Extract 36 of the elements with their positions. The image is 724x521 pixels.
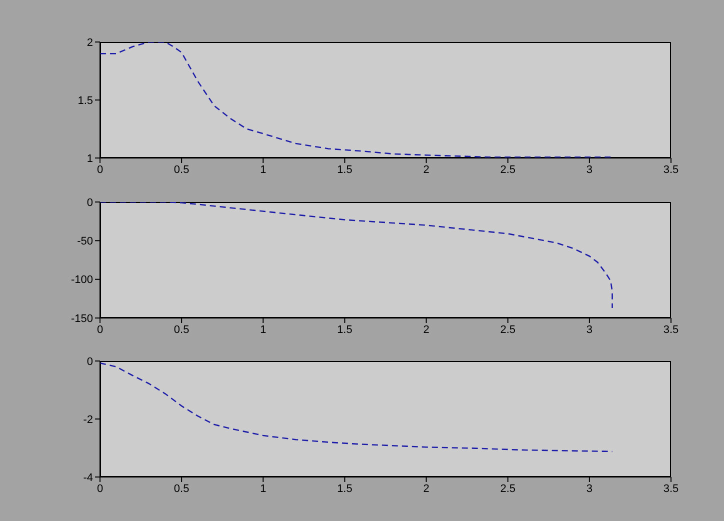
x-tick-label: 0 (96, 164, 104, 176)
x-tick-label: 3.5 (663, 482, 679, 495)
x-tick-label: 1 (260, 482, 266, 495)
y-tick-label: -2 (83, 414, 93, 426)
y-tick-label: -50 (77, 236, 93, 248)
x-tick-label: 3 (586, 164, 592, 176)
x-tick-label: 3.5 (663, 164, 679, 176)
x-tick-label: 2 (423, 482, 430, 495)
y-tick-label: -100 (70, 274, 93, 286)
y-tick-label: 0 (86, 196, 93, 209)
x-tick-label: 0 (96, 324, 104, 336)
x-tick-label: 2.5 (500, 482, 516, 495)
y-tick-label: 0 (86, 356, 93, 368)
x-tick-label: 1.5 (337, 482, 352, 495)
y-tick-label: 1.5 (78, 94, 93, 107)
x-tick-label: 3.5 (663, 324, 679, 336)
x-tick-label: 1 (260, 164, 266, 176)
x-tick-label: 2 (423, 164, 430, 176)
x-tick-label: 0.5 (174, 164, 190, 176)
x-tick-label: 1.5 (337, 324, 352, 336)
x-tick-label: 2.5 (500, 324, 516, 336)
y-tick-label: 1 (86, 152, 93, 165)
x-tick-label: 1.5 (337, 164, 352, 176)
y-tick-label: 2 (86, 36, 93, 49)
x-tick-label: 0.5 (174, 324, 190, 336)
line-series (100, 362, 613, 452)
x-tick-label: 1 (260, 324, 266, 336)
x-tick-label: 0.5 (174, 482, 190, 495)
x-tick-label: 3 (586, 324, 592, 336)
x-tick-label: 2.5 (500, 164, 516, 176)
line-series (100, 202, 613, 309)
x-tick-label: 0 (96, 482, 104, 495)
y-tick-label: -4 (83, 472, 93, 484)
x-tick-label: 2 (423, 324, 430, 336)
x-tick-label: 3 (586, 482, 592, 495)
y-tick-label: -150 (70, 312, 93, 325)
